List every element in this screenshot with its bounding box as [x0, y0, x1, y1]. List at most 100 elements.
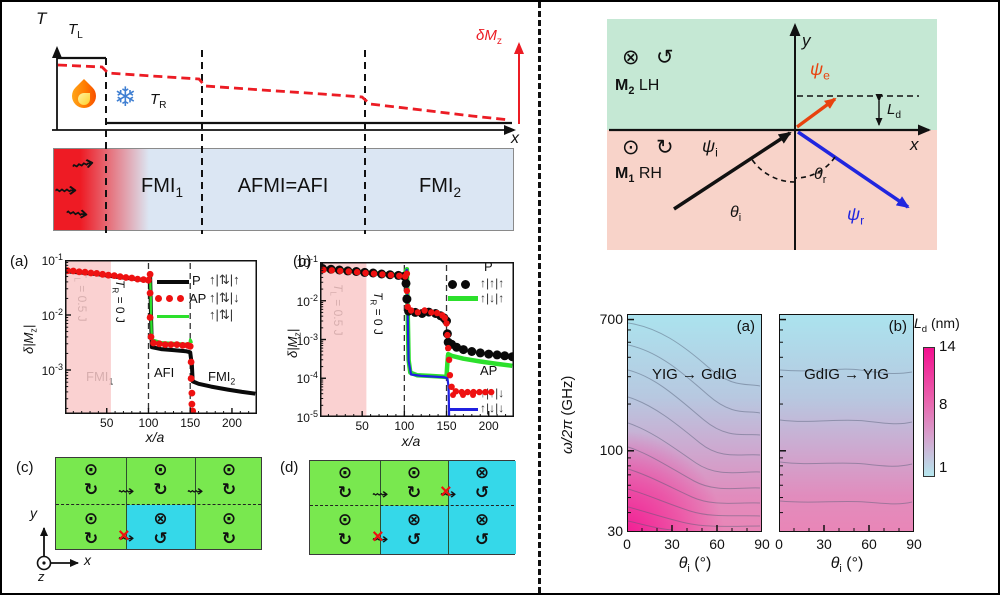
- series-dot: [428, 309, 435, 316]
- legend-b-blue-swatch: [450, 408, 478, 411]
- axes-x-label: x: [84, 552, 91, 568]
- ray-diagram: [609, 23, 931, 250]
- legend-a-ap-swatch: [155, 295, 184, 302]
- xtick-label: 150: [180, 416, 201, 430]
- spin-cell-divider: [126, 458, 127, 549]
- material-bar: [53, 148, 514, 231]
- spin-chirality-icon: ↻: [153, 480, 168, 499]
- m1-label: M1 RH: [615, 165, 662, 186]
- colorbar-label: Ld (nm): [914, 315, 960, 335]
- heatmap-xtick-label: 0: [775, 536, 783, 552]
- heatmap-a-title: YIG → GdIG: [651, 366, 738, 383]
- heatmap-a-contours: [628, 322, 760, 530]
- dmz-label: δMz: [476, 27, 502, 47]
- panel-a-ylabel: δ|Mz|: [21, 324, 39, 354]
- magnon-wave-icon: ⇝: [371, 531, 389, 548]
- spin-chirality-icon: ↻: [337, 530, 353, 549]
- panel-a-tag: (a): [10, 253, 29, 270]
- heatmap-xtick-label: 90: [906, 536, 922, 552]
- series-dot: [403, 287, 411, 295]
- series-dot: [145, 276, 152, 284]
- series-dot: [458, 388, 465, 396]
- series-dot: [482, 388, 489, 396]
- xtick-label: 100: [394, 419, 415, 433]
- spin-chirality-icon: ↻: [221, 480, 237, 499]
- series-dot: [87, 269, 95, 277]
- series-dot: [492, 350, 502, 360]
- snowflake-icon: ❄: [114, 82, 137, 112]
- panel-c-tag: (c): [16, 459, 34, 476]
- series-dot: [105, 271, 112, 279]
- panel-a-xlabel: x/a: [145, 429, 165, 445]
- y-label: y: [802, 31, 811, 50]
- series-dot: [387, 271, 395, 279]
- series-dot: [155, 340, 163, 348]
- series-dot: [110, 272, 118, 279]
- theta-r-arc: [794, 156, 836, 179]
- spin-row-divider: [56, 504, 261, 505]
- spin-direction-icon: ⊙: [337, 510, 353, 529]
- series-dot: [188, 389, 196, 397]
- spin-direction-icon: ⊗: [153, 509, 168, 528]
- series-dot: [484, 349, 494, 359]
- spin-chirality-icon: ↻: [406, 483, 422, 502]
- legend-a-green-arrows: ↑|⇅|: [209, 307, 234, 322]
- series-dot: [179, 342, 187, 349]
- theta-i-arc: [750, 157, 796, 183]
- heatmap-ticks-(a): [627, 318, 762, 532]
- spin-cell-cyan: [126, 505, 195, 549]
- series-dot: [488, 388, 495, 396]
- plot-frame: [320, 262, 514, 417]
- spin-direction-icon: ⊙: [83, 460, 99, 479]
- bar-region-fmi1: FMI1: [141, 175, 183, 200]
- colorbar-tick-14: 14: [939, 338, 956, 355]
- series-dot: [69, 267, 77, 275]
- spin-chirality-icon: ↻: [221, 529, 237, 548]
- heat-gradient: [54, 149, 149, 230]
- series-dot: [500, 351, 510, 361]
- series-dot: [146, 314, 154, 321]
- ytick-label: 10-1: [41, 252, 63, 268]
- m2-into-page-icon: ⊗: [622, 46, 640, 69]
- series-dot: [446, 372, 454, 379]
- series-dot: [507, 352, 514, 362]
- xtick-label: 50: [355, 419, 369, 433]
- series-dot: [140, 276, 147, 283]
- series-dot: [407, 307, 415, 314]
- series-dot: [370, 270, 378, 277]
- series-dot: [146, 270, 154, 278]
- m1-out-of-page-icon: ⊙: [622, 136, 640, 159]
- series-dot: [445, 344, 452, 352]
- series-dot: [134, 275, 141, 283]
- magnon-wave-icon: ⇝: [69, 151, 97, 178]
- xtick-label: 200: [478, 419, 499, 433]
- heatmap-gdig-yig: (b) GdIG → YIG: [779, 314, 914, 532]
- spin-direction-icon: ⊗: [474, 510, 490, 529]
- plot-panel-(b): [320, 262, 514, 417]
- series-dot: [187, 358, 195, 366]
- panel-b-xlabel: x/a: [401, 433, 421, 449]
- heatmap-b-contours: [780, 368, 912, 505]
- psi-e-label: ψe: [810, 59, 830, 83]
- series-dot: [75, 268, 83, 276]
- spin-cell-divider: [195, 458, 196, 549]
- spin-direction-icon: ⊙: [221, 509, 237, 528]
- psi-i-label: ψi: [702, 136, 718, 160]
- legend-a-p-swatch: [157, 280, 189, 284]
- series-dot: [99, 270, 106, 278]
- spin-chirality-icon: ↻: [337, 483, 353, 502]
- heatmap-ytick-label: 700: [599, 310, 623, 327]
- heatmap-b-title: GdIG → YIG: [804, 366, 889, 383]
- m2-label: M2 LH: [615, 77, 660, 98]
- bar-region-fmi2: FMI2: [419, 175, 461, 200]
- legend-b-p-arrows-1: ↑|↑|↑: [480, 276, 505, 290]
- flame-icon: [67, 79, 101, 113]
- spin-panel-(d): ⊙ ↻ ⊙ ↻ ⊗ ↺ ⊙ ↻ ⊗ ↺ ⊗ ↺ ⇝ ⇝ × ⇝ ×: [309, 460, 516, 555]
- xtick-label: 50: [100, 416, 114, 430]
- legend-b-ap-arrows-2: ↑|↓|↓: [480, 401, 505, 415]
- ytick-label: 10-1: [296, 254, 318, 270]
- tl-label: TL: [68, 21, 83, 41]
- magnon-wave-icon: ⇝: [53, 179, 78, 202]
- series-dot: [464, 388, 471, 396]
- series-dot: [470, 388, 477, 396]
